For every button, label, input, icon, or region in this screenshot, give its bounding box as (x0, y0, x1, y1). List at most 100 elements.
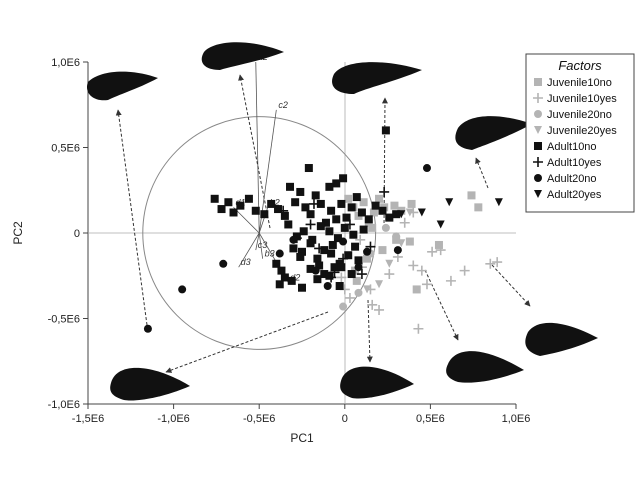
data-point (304, 164, 313, 173)
data-point (329, 267, 340, 278)
data-point (336, 272, 347, 283)
shape-pictogram-bottom (340, 366, 414, 399)
legend-entry-label: Adult10no (547, 141, 597, 153)
data-point (277, 266, 286, 275)
y-tick-label: -0,5E6 (48, 314, 80, 326)
data-point (413, 323, 424, 334)
x-tick-label: 0 (342, 413, 348, 425)
loading-vector (238, 232, 260, 268)
data-point (467, 191, 476, 200)
data-points (143, 126, 503, 334)
data-point (326, 272, 337, 283)
legend-entry-label: Juvenile10no (547, 77, 612, 89)
data-point (342, 213, 351, 222)
data-point (306, 210, 315, 219)
data-point (347, 203, 356, 212)
data-point (474, 203, 483, 212)
data-point (280, 211, 289, 220)
data-point (445, 275, 456, 286)
data-point (251, 206, 260, 215)
x-axis-title: PC1 (290, 431, 314, 445)
data-point (390, 201, 399, 210)
data-point (355, 234, 366, 245)
y-tick-label: -1,0E6 (48, 399, 80, 411)
data-point (305, 219, 316, 230)
loading-label: c3 (258, 240, 268, 250)
data-point (344, 219, 355, 230)
data-point (328, 240, 337, 249)
data-point (392, 210, 401, 219)
data-point (422, 164, 431, 173)
data-point (381, 126, 390, 135)
legend-marker (534, 190, 542, 198)
correlation-circle (142, 116, 377, 350)
data-point (298, 283, 306, 292)
data-point (335, 282, 344, 291)
connector-arrow-bottom (366, 299, 373, 363)
data-point (359, 198, 368, 207)
data-point (375, 280, 384, 289)
y-tick-label: 0 (74, 228, 80, 240)
connector-arrow-top (238, 74, 271, 229)
data-point (178, 285, 187, 294)
data-point (352, 276, 361, 285)
data-point (325, 227, 334, 236)
data-point (315, 261, 324, 270)
data-point (313, 275, 322, 284)
connector-arrow-top-left (115, 109, 148, 326)
shape-pictograms (86, 42, 598, 401)
data-point (363, 254, 372, 263)
legend: Factors Juvenile10no Juvenile10yes Juvenil… (525, 53, 635, 213)
connector-arrow-right (475, 157, 489, 189)
data-point (407, 199, 416, 208)
data-point (344, 251, 353, 260)
data-point (392, 232, 401, 241)
data-point (375, 194, 384, 203)
data-point (332, 179, 341, 188)
x-tick-label: -1,5E6 (72, 413, 104, 425)
data-point (492, 257, 503, 268)
data-point (260, 210, 269, 219)
data-point (325, 271, 334, 280)
data-point (298, 247, 306, 256)
x-tick-label: 1,0E6 (502, 413, 531, 425)
data-point (421, 279, 432, 290)
data-point (397, 239, 406, 248)
legend-marker (534, 78, 542, 86)
data-point (289, 235, 298, 244)
data-point (349, 230, 358, 239)
data-point (301, 203, 310, 212)
data-point (354, 288, 363, 297)
y-axis-title: PC2 (11, 221, 25, 245)
data-point (352, 193, 361, 202)
data-point (274, 205, 283, 214)
shape-pictogram-top-left (86, 71, 158, 101)
data-point (445, 198, 454, 207)
data-point (354, 263, 363, 272)
data-point (210, 194, 219, 203)
legend-box (525, 53, 635, 213)
data-point (359, 225, 368, 234)
data-point (385, 213, 394, 222)
data-point (339, 174, 348, 183)
data-point (363, 247, 372, 256)
data-point (306, 239, 315, 248)
data-point (381, 223, 390, 232)
data-point (296, 252, 305, 261)
data-point (338, 253, 349, 264)
loading-vector (258, 232, 264, 259)
data-point (339, 237, 348, 246)
data-point (316, 199, 325, 208)
legend-marker (534, 110, 542, 118)
data-point (397, 210, 406, 219)
legend-entry-label: Adult20no (547, 173, 597, 185)
loading-vector (255, 232, 260, 251)
legend-entry-label: Adult10yes (547, 157, 602, 169)
x-tick-label: -1,0E6 (157, 413, 189, 425)
data-point (367, 299, 378, 310)
data-point (217, 205, 226, 214)
data-point (339, 302, 348, 311)
x-tick-label: -0,5E6 (243, 413, 275, 425)
legend-title: Factors (558, 58, 602, 73)
data-point (405, 237, 414, 246)
